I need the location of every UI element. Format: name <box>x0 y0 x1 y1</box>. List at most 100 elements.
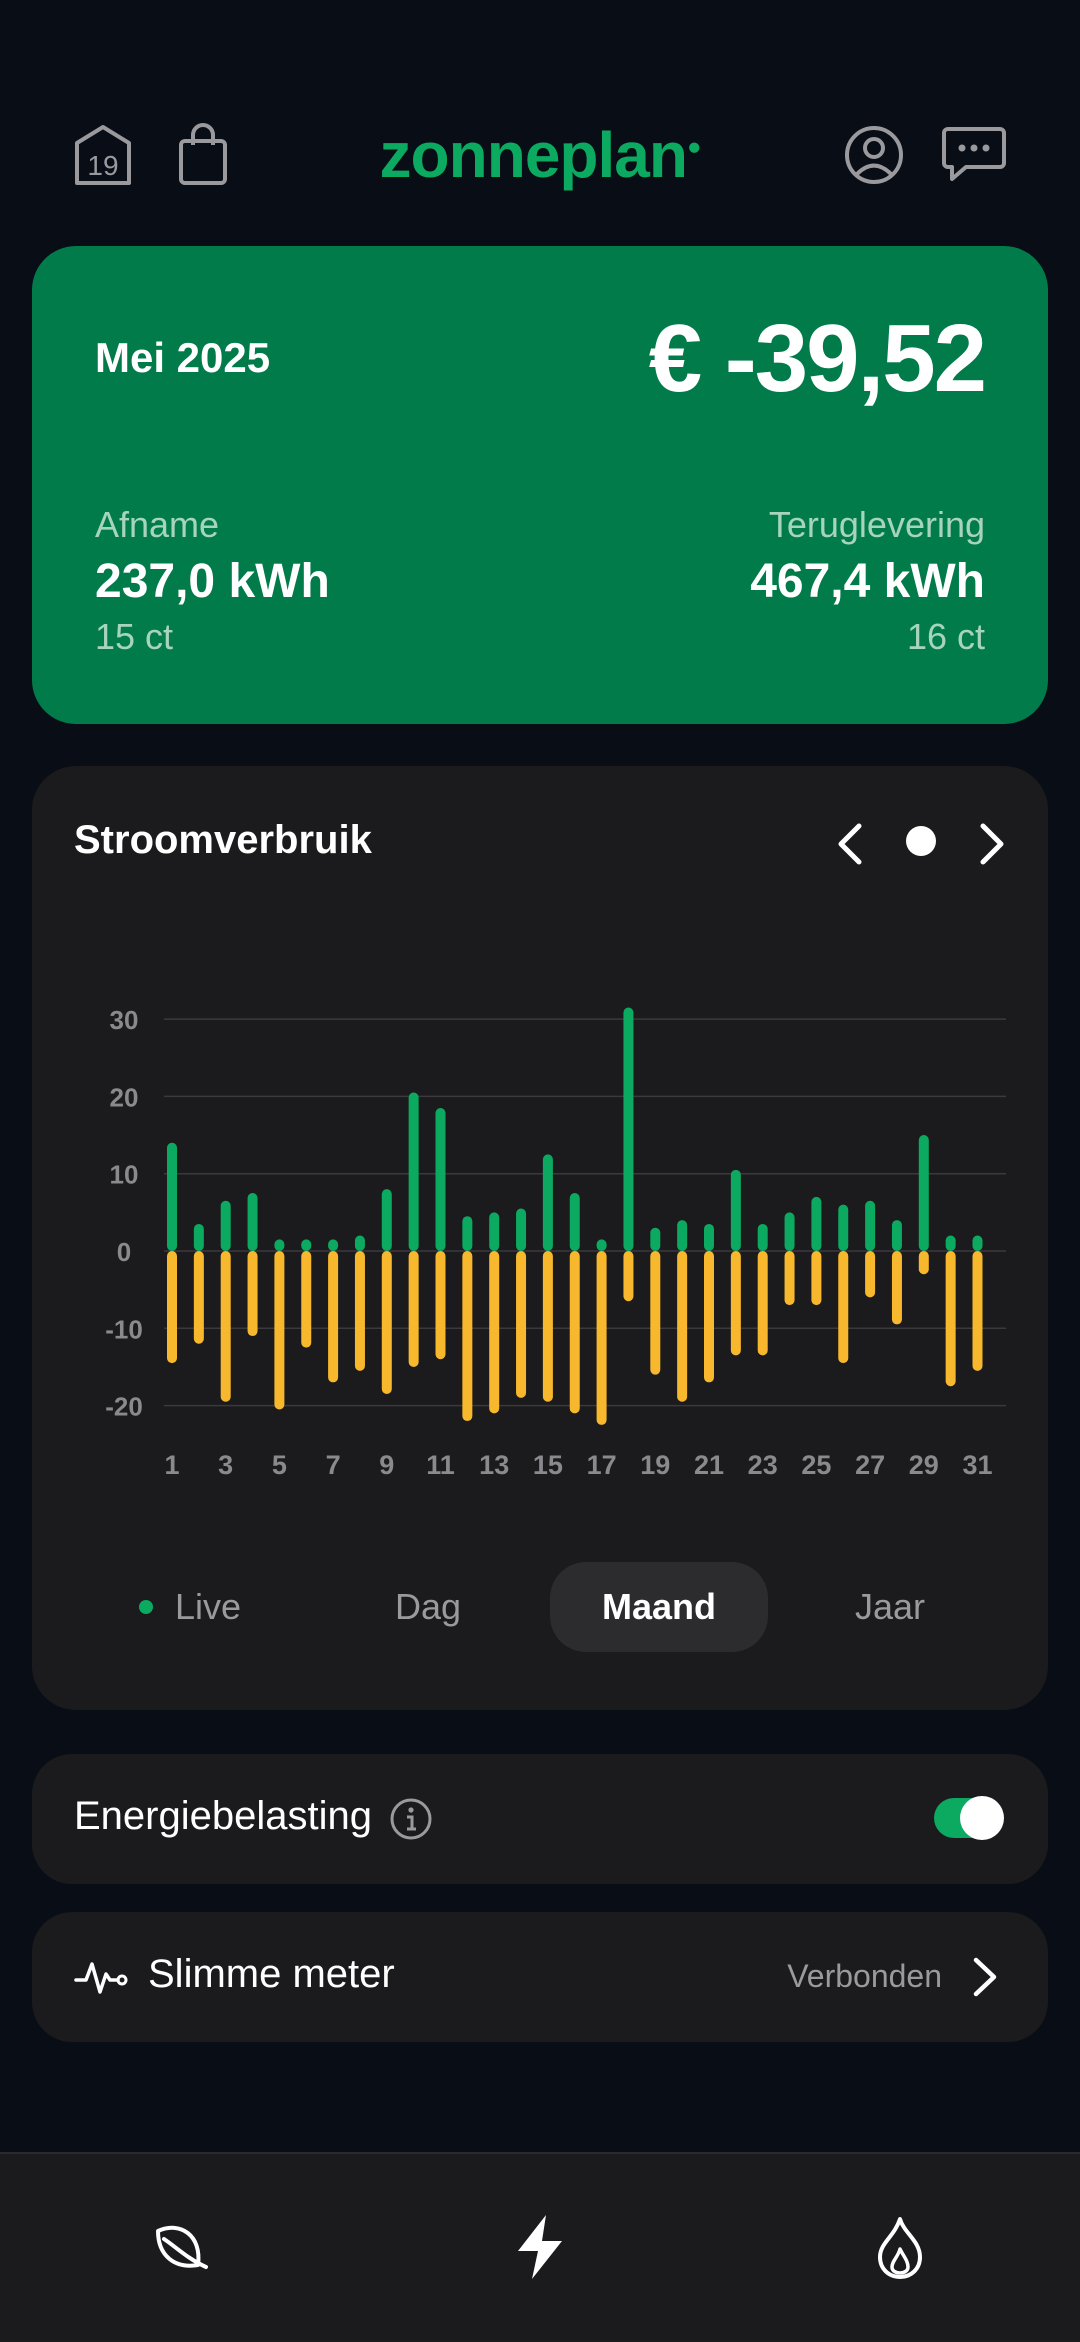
feed-in-bar <box>945 1235 956 1251</box>
feed-in-bar <box>918 1135 929 1251</box>
chevron-right-icon[interactable] <box>962 814 1022 874</box>
consumption-bar <box>381 1251 392 1395</box>
usage-chart-card: Stroomverbruik 30 20 10 0 -10 -20 1 3 5 7 9 11 13 15 1… <box>32 766 1048 1710</box>
teruglevering-price: 16 ct <box>906 616 985 657</box>
tab-jaar[interactable]: Jaar <box>854 1586 926 1627</box>
x-tick-label: 9 <box>379 1450 394 1480</box>
feed-in-bar <box>838 1204 849 1251</box>
feed-in-bar <box>354 1235 365 1251</box>
smart-meter-label: Slimme meter <box>148 1952 395 1996</box>
billing-summary-card[interactable]: Mei 2025 € -39,52 Afname 237,0 kWh 15 ct… <box>32 246 1048 724</box>
live-indicator-dot <box>138 1600 153 1614</box>
consumption-bar <box>972 1251 983 1371</box>
feed-in-bar <box>247 1193 258 1251</box>
x-tick-label: 1 <box>164 1450 179 1480</box>
feed-in-bar <box>784 1212 795 1251</box>
consumption-bar <box>891 1251 902 1325</box>
period-tabs: Live Dag Maand Jaar <box>32 1562 1048 1652</box>
feed-in-bar <box>891 1220 902 1251</box>
smart-meter-row[interactable]: Slimme meter Verbonden <box>32 1912 1048 2042</box>
x-tick-label: 7 <box>326 1450 341 1480</box>
feed-in-bar <box>542 1154 553 1251</box>
x-tick-label: 21 <box>694 1450 724 1480</box>
shopping-bag-icon[interactable] <box>158 110 248 200</box>
teruglevering-label: Teruglevering <box>768 504 985 545</box>
tab-maand[interactable]: Maand <box>550 1562 768 1652</box>
x-tick-label: 5 <box>272 1450 287 1480</box>
feed-in-bar <box>677 1220 688 1251</box>
profile-icon[interactable] <box>829 110 919 200</box>
app-logo: zonneplan● <box>379 119 702 191</box>
x-tick-label: 15 <box>533 1450 563 1480</box>
feed-in-bar <box>220 1200 231 1251</box>
feed-in-bar <box>328 1239 339 1251</box>
x-tick-label: 13 <box>479 1450 509 1480</box>
total-amount: € -39,52 <box>648 305 987 412</box>
bottom-navigation <box>0 2152 1080 2342</box>
feed-in-bar <box>972 1235 983 1251</box>
chevron-left-icon[interactable] <box>820 814 880 874</box>
energy-tax-label: Energiebelasting <box>74 1794 372 1838</box>
energy-tax-toggle[interactable] <box>934 1796 1004 1840</box>
month-label: Mei 2025 <box>95 334 271 381</box>
feed-in-bar <box>274 1239 285 1251</box>
consumption-bar <box>220 1251 231 1402</box>
x-tick-label: 23 <box>748 1450 778 1480</box>
lightning-icon[interactable] <box>495 2202 585 2292</box>
period-indicator-dot <box>906 826 936 856</box>
consumption-bar <box>435 1251 446 1360</box>
consumption-bar <box>784 1251 795 1306</box>
feed-in-bar <box>381 1189 392 1251</box>
leaf-icon[interactable] <box>135 2202 225 2292</box>
feed-in-bar <box>462 1216 473 1251</box>
consumption-bar <box>730 1251 741 1356</box>
consumption-bar <box>274 1251 285 1410</box>
calendar-day: 19 <box>87 150 118 181</box>
feed-in-bar <box>596 1239 607 1251</box>
calendar-icon[interactable]: 19 <box>58 110 148 200</box>
consumption-bar <box>408 1251 419 1367</box>
consumption-bar <box>650 1251 661 1375</box>
consumption-bar <box>757 1251 768 1356</box>
consumption-bar <box>677 1251 688 1402</box>
consumption-bar <box>301 1251 312 1348</box>
consumption-bar <box>865 1251 876 1298</box>
feed-in-bar <box>811 1196 822 1251</box>
info-icon[interactable] <box>388 1796 434 1842</box>
x-tick-label: 11 <box>426 1450 455 1480</box>
y-tick-label: -20 <box>105 1392 143 1422</box>
feed-in-bar <box>623 1007 634 1251</box>
feed-in-bar <box>757 1223 768 1251</box>
consumption-bar <box>542 1251 553 1402</box>
consumption-bar <box>193 1251 204 1344</box>
consumption-bar <box>838 1251 849 1364</box>
x-tick-label: 29 <box>909 1450 939 1480</box>
consumption-bar <box>167 1251 177 1364</box>
y-tick-label: 30 <box>110 1005 139 1035</box>
top-bar: 19 zonneplan● <box>0 110 1080 200</box>
x-tick-label: 17 <box>587 1450 617 1480</box>
consumption-bar <box>354 1251 365 1371</box>
y-tick-label: -10 <box>105 1314 143 1344</box>
x-tick-label: 3 <box>218 1450 233 1480</box>
x-tick-label: 25 <box>801 1450 831 1480</box>
consumption-bar <box>623 1251 634 1302</box>
tab-live[interactable]: Live <box>110 1562 270 1652</box>
chevron-right-icon <box>970 1956 1000 1998</box>
afname-price: 15 ct <box>95 616 174 657</box>
afname-label: Afname <box>95 504 220 545</box>
x-tick-label: 31 <box>962 1450 992 1480</box>
pulse-icon <box>74 1952 128 2002</box>
feed-in-bar <box>516 1208 527 1251</box>
consumption-bar <box>462 1251 473 1422</box>
tab-dag[interactable]: Dag <box>394 1586 462 1627</box>
usage-title: Stroomverbruik <box>74 818 372 862</box>
y-tick-label: 0 <box>117 1237 131 1267</box>
consumption-bar <box>811 1251 822 1306</box>
consumption-bar <box>596 1251 607 1425</box>
chat-icon[interactable] <box>929 110 1019 200</box>
flame-icon[interactable] <box>855 2202 945 2292</box>
afname-value: 237,0 kWh <box>95 555 330 608</box>
feed-in-bar <box>704 1223 714 1251</box>
